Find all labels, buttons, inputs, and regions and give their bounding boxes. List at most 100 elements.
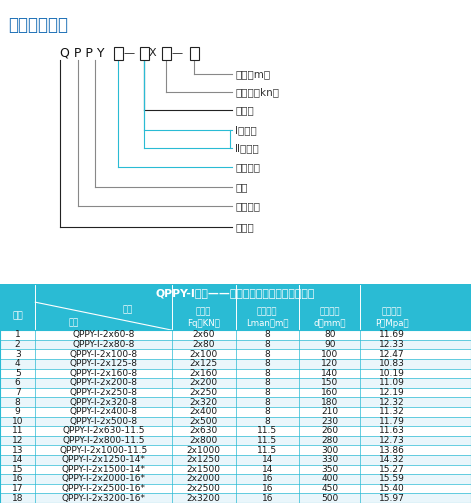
Bar (0, 378, 471, 388)
Text: 330: 330 (321, 455, 338, 464)
Text: 平面闸门: 平面闸门 (235, 201, 260, 211)
Text: 210: 210 (321, 407, 338, 416)
Text: 12.33: 12.33 (379, 340, 405, 349)
Text: 16: 16 (261, 474, 273, 483)
Text: 柱塞杆径: 柱塞杆径 (319, 307, 340, 316)
Text: 14: 14 (12, 455, 24, 464)
Text: QPPY-Ⅰ-2x60-8: QPPY-Ⅰ-2x60-8 (73, 330, 135, 340)
Text: 16: 16 (261, 494, 273, 502)
Bar (139, 47, 148, 60)
Text: Ⅰ柱塞式: Ⅰ柱塞式 (235, 125, 257, 135)
Text: QPPY-Ⅰ-2x1500-14*: QPPY-Ⅰ-2x1500-14* (62, 465, 146, 474)
Text: 180: 180 (321, 398, 338, 406)
Text: 11: 11 (12, 427, 24, 436)
Text: 8: 8 (264, 388, 270, 397)
Text: 最大扬程: 最大扬程 (257, 307, 277, 316)
Text: QPPY-Ⅰ-2x800-11.5: QPPY-Ⅰ-2x800-11.5 (62, 436, 145, 445)
Text: —: — (123, 48, 134, 58)
Text: 2x2500: 2x2500 (187, 484, 220, 493)
Text: 16: 16 (12, 474, 24, 483)
Text: QPPY-Ⅰ-2x125-8: QPPY-Ⅰ-2x125-8 (70, 359, 138, 368)
Bar (0, 445, 471, 455)
Text: 300: 300 (321, 446, 338, 455)
Text: 120: 120 (321, 359, 338, 368)
Text: 8: 8 (264, 407, 270, 416)
Text: QPPY-Ⅰ-2x160-8: QPPY-Ⅰ-2x160-8 (70, 369, 138, 378)
Text: 450: 450 (321, 484, 338, 493)
Text: 5: 5 (15, 369, 21, 378)
Text: 10.83: 10.83 (379, 359, 405, 368)
Text: 12.19: 12.19 (379, 388, 405, 397)
Bar (0, 350, 471, 359)
Text: 260: 260 (321, 427, 338, 436)
Bar (0, 484, 471, 493)
Text: 2x3200: 2x3200 (187, 494, 220, 502)
Text: 150: 150 (321, 378, 338, 387)
Text: 8: 8 (264, 350, 270, 359)
Bar (0, 284, 471, 302)
Bar (0, 407, 471, 416)
Text: 15.97: 15.97 (379, 494, 405, 502)
Bar (0, 455, 471, 465)
Bar (0, 330, 471, 340)
Text: 2x1500: 2x1500 (187, 465, 221, 474)
Text: d（mm）: d（mm） (313, 319, 346, 327)
Text: 140: 140 (321, 369, 338, 378)
Text: 8: 8 (264, 378, 270, 387)
Text: 15.40: 15.40 (379, 484, 405, 493)
Text: 序号: 序号 (12, 312, 23, 321)
Text: 10.19: 10.19 (379, 369, 405, 378)
Text: 启门力（kn）: 启门力（kn） (235, 87, 279, 97)
Text: QPPY-Ⅰ-2x400-8: QPPY-Ⅰ-2x400-8 (70, 407, 138, 416)
Text: 100: 100 (321, 350, 338, 359)
Text: 90: 90 (324, 340, 335, 349)
Text: 280: 280 (321, 436, 338, 445)
Text: 14.32: 14.32 (379, 455, 405, 464)
Bar (0, 436, 471, 445)
Text: 2x160: 2x160 (190, 369, 218, 378)
Text: X: X (149, 48, 157, 58)
Text: 80: 80 (324, 330, 335, 340)
Text: 2x320: 2x320 (190, 398, 218, 406)
Text: Q P P Y: Q P P Y (60, 47, 105, 60)
Text: 2x630: 2x630 (190, 427, 218, 436)
Text: 2x800: 2x800 (190, 436, 218, 445)
Text: QPPY-Ⅰ-2x630-11.5: QPPY-Ⅰ-2x630-11.5 (62, 427, 145, 436)
Text: 11.09: 11.09 (379, 378, 405, 387)
Text: Lman（m）: Lman（m） (246, 319, 289, 327)
Text: 10: 10 (12, 417, 24, 426)
Text: 吸点数: 吸点数 (235, 105, 254, 115)
Text: QPPY-Ⅰ-2x2000-16*: QPPY-Ⅰ-2x2000-16* (62, 474, 146, 483)
Text: 型号表示方法: 型号表示方法 (8, 16, 68, 34)
Text: 12.73: 12.73 (379, 436, 405, 445)
Text: 11.5: 11.5 (257, 446, 277, 455)
Text: 2x80: 2x80 (193, 340, 215, 349)
Bar (0, 369, 471, 378)
Text: 9: 9 (15, 407, 21, 416)
Text: 16: 16 (261, 484, 273, 493)
Text: 14: 14 (261, 465, 273, 474)
Text: 15: 15 (12, 465, 24, 474)
Text: 2x400: 2x400 (190, 407, 218, 416)
Text: 8: 8 (264, 340, 270, 349)
Text: 8: 8 (264, 369, 270, 378)
Text: 液压传动: 液压传动 (235, 162, 260, 173)
Text: 12.32: 12.32 (379, 398, 405, 406)
Text: 8: 8 (264, 359, 270, 368)
Text: 15.59: 15.59 (379, 474, 405, 483)
Text: 15.27: 15.27 (379, 465, 405, 474)
Text: 普通: 普通 (235, 182, 247, 192)
Text: 启门力: 启门力 (196, 307, 211, 316)
Text: 230: 230 (321, 417, 338, 426)
Bar (0, 359, 471, 369)
Text: QPPY-Ⅰ-2x1250-14*: QPPY-Ⅰ-2x1250-14* (62, 455, 146, 464)
Text: 2x250: 2x250 (190, 388, 218, 397)
Text: 160: 160 (321, 388, 338, 397)
Text: 2x60: 2x60 (193, 330, 215, 340)
Text: 13: 13 (12, 446, 24, 455)
Text: 400: 400 (321, 474, 338, 483)
Bar (162, 47, 171, 60)
Text: 启闭机: 启闭机 (235, 222, 254, 232)
Text: 7: 7 (15, 388, 21, 397)
Text: 350: 350 (321, 465, 338, 474)
